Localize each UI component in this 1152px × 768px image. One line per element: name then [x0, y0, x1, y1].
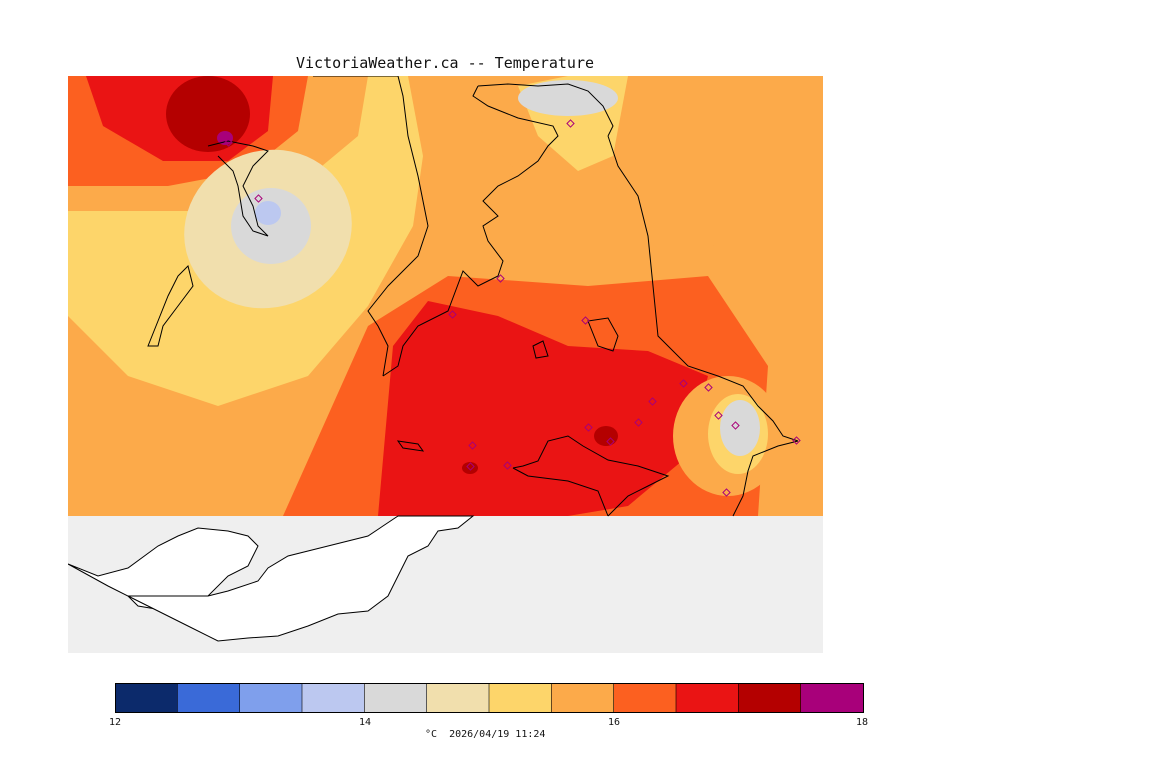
- legend-color-swatch: [613, 683, 677, 713]
- legend-color-swatch: [115, 683, 178, 713]
- legend-color-swatch: [489, 683, 552, 713]
- legend-tick-label: 16: [607, 717, 621, 728]
- legend-color-swatch: [426, 683, 490, 713]
- units-and-timestamp: °C 2026/04/19 11:24: [425, 729, 546, 740]
- legend-color-swatch: [551, 683, 615, 713]
- legend-border: [115, 683, 864, 713]
- legend-tick-label: 14: [358, 717, 372, 728]
- color-scale-legend: [115, 683, 864, 713]
- legend-color-swatch: [177, 683, 241, 713]
- station-markers: [224, 119, 801, 497]
- legend-color-swatch: [676, 683, 739, 713]
- legend-tick-label: 18: [855, 717, 869, 728]
- legend-color-swatch: [800, 683, 864, 713]
- legend-tick-label: 12: [108, 717, 122, 728]
- south-land-mass-2: [127, 515, 475, 642]
- legend-color-swatch: [239, 683, 303, 713]
- legend-color-swatch: [738, 683, 802, 713]
- temperature-map: [68, 76, 823, 653]
- south-land-mass: [68, 527, 259, 612]
- coastlines: [147, 76, 799, 517]
- temperature-contours: [68, 76, 823, 516]
- map-title: VictoriaWeather.ca -- Temperature: [295, 54, 594, 72]
- legend-color-swatch: [364, 683, 428, 713]
- legend-color-swatch: [302, 683, 365, 713]
